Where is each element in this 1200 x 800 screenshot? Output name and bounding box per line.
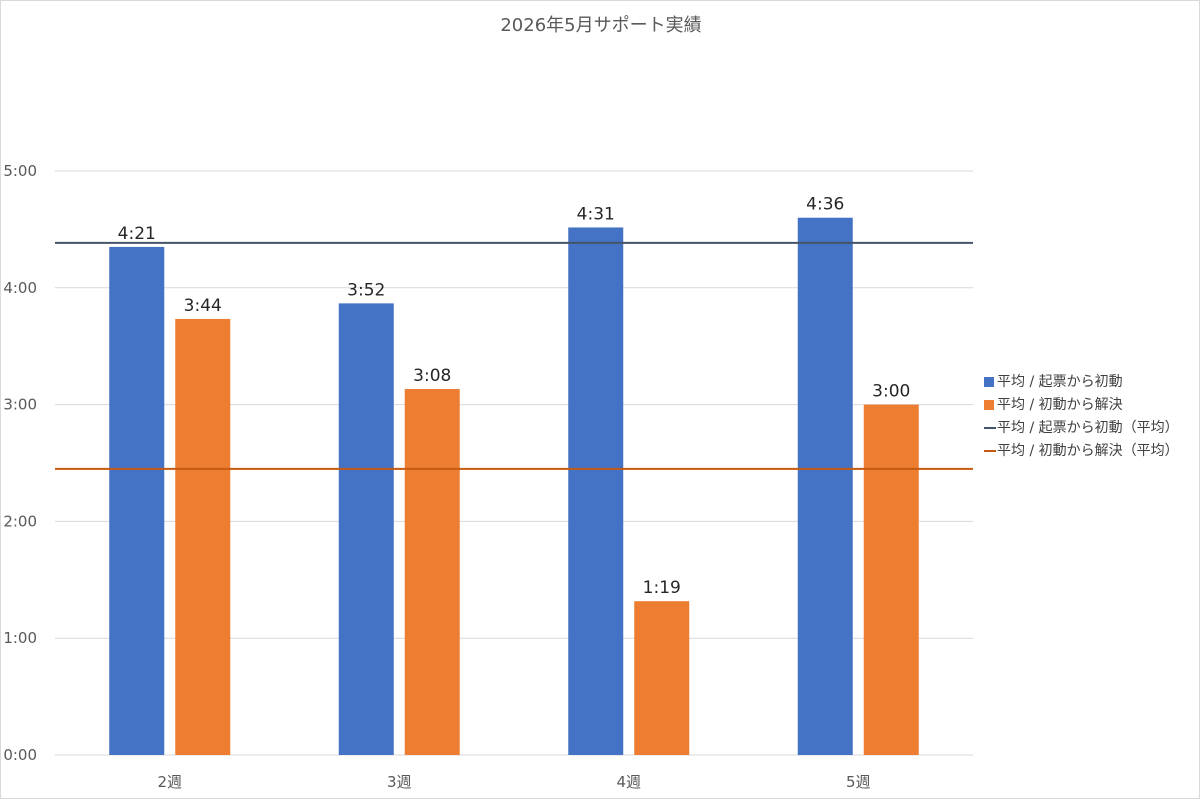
data-label: 1:19	[643, 578, 681, 598]
data-label: 3:08	[413, 366, 451, 386]
bar	[634, 601, 690, 755]
y-tick-label: 3:00	[3, 396, 37, 414]
data-label: 4:21	[118, 224, 156, 244]
chart-title: 2026年5月サポート実績	[500, 15, 702, 36]
legend-swatch	[984, 377, 994, 387]
bar	[338, 303, 394, 755]
legend-label: 平均 / 起票から初動	[997, 373, 1123, 390]
data-label: 4:31	[577, 204, 615, 224]
y-tick-label: 1:00	[3, 629, 37, 647]
data-label: 3:00	[872, 382, 910, 402]
x-tick-label: 3週	[387, 773, 412, 791]
y-tick-label: 4:00	[3, 279, 37, 297]
y-tick-label: 2:00	[3, 512, 37, 530]
legend-label: 平均 / 起票から初動（平均）	[997, 419, 1179, 436]
legend-label: 平均 / 初動から解決（平均）	[997, 442, 1179, 459]
data-label: 4:36	[806, 195, 844, 215]
bar	[109, 246, 165, 756]
x-tick-label: 2週	[157, 773, 182, 791]
bar	[863, 404, 919, 755]
bar	[797, 217, 853, 756]
bar	[175, 318, 231, 755]
y-tick-label: 0:00	[3, 746, 37, 764]
data-label: 3:52	[347, 280, 385, 300]
legend-label: 平均 / 初動から解決	[997, 396, 1123, 413]
y-tick-label: 5:00	[3, 162, 37, 180]
bar	[404, 389, 460, 755]
legend-swatch	[984, 400, 994, 410]
bar	[568, 227, 624, 755]
x-tick-label: 5週	[846, 773, 871, 791]
x-tick-label: 4週	[616, 773, 641, 791]
data-label: 3:44	[184, 296, 222, 316]
